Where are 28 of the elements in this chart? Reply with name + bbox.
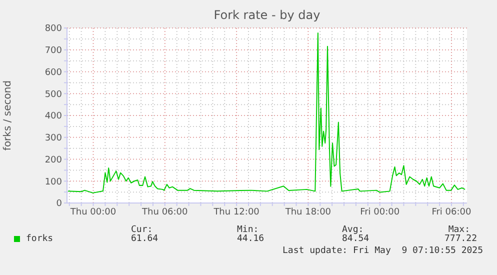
text: 61.64 [131, 234, 158, 244]
x-tick-label: Fri 06:00 [432, 207, 472, 218]
line-series [67, 32, 466, 194]
x-tick-label: Thu 06:00 [141, 207, 188, 218]
text: Max: [448, 225, 470, 235]
y-tick-label: 600 [44, 68, 62, 78]
chart-title: Fork rate - by day [212, 8, 322, 22]
text: 44.16 [237, 234, 264, 244]
y-tick-label: 400 [44, 112, 62, 122]
text: Last update: Fri May 9 07:10:55 2025 [282, 246, 483, 256]
legend-label: forks [26, 234, 54, 244]
y-tick-label: 300 [44, 134, 62, 144]
y-tick-label: 700 [44, 46, 62, 56]
text: 777.22 [444, 234, 477, 244]
y-tick-label: 800 [44, 24, 62, 34]
text: Min: [237, 225, 259, 235]
y-tick-label: 100 [44, 177, 62, 188]
text: Avg: [342, 225, 364, 235]
x-tick-label: Thu 00:00 [69, 207, 116, 218]
text: Cur: [131, 225, 153, 235]
y-axis-title: forks / second [2, 80, 14, 151]
y-tick-label: 0 [56, 199, 62, 210]
y-tick-label: 200 [44, 155, 62, 166]
text: 84.54 [342, 234, 370, 244]
x-tick-label: Thu 18:00 [284, 207, 332, 218]
y-tick-label: 500 [44, 90, 62, 100]
x-tick-label: Thu 12:00 [212, 207, 260, 218]
x-tick-label: Fri 00:00 [360, 207, 400, 218]
